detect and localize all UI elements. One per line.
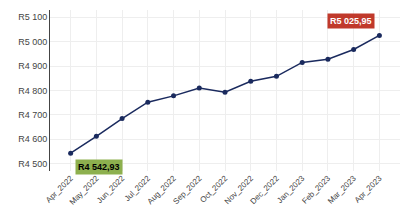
svg-text:Apr_2023: Apr_2023 xyxy=(353,173,384,204)
svg-text:R5 100: R5 100 xyxy=(18,12,47,22)
svg-text:Oct_2022: Oct_2022 xyxy=(198,173,229,204)
svg-text:Aug_2022: Aug_2022 xyxy=(146,173,179,206)
svg-text:R5 000: R5 000 xyxy=(18,37,47,47)
svg-text:R4 800: R4 800 xyxy=(18,86,47,96)
svg-text:Apr_2022: Apr_2022 xyxy=(44,173,75,204)
svg-text:Jun_2022: Jun_2022 xyxy=(95,173,127,205)
svg-text:May_2022: May_2022 xyxy=(68,173,101,206)
svg-text:Jan_2023: Jan_2023 xyxy=(275,173,307,205)
svg-text:R4 600: R4 600 xyxy=(18,134,47,144)
svg-text:R4 900: R4 900 xyxy=(18,61,47,71)
svg-text:Dec_2022: Dec_2022 xyxy=(249,173,282,206)
svg-text:R4 542,93: R4 542,93 xyxy=(78,162,120,172)
svg-text:R4 700: R4 700 xyxy=(18,110,47,120)
svg-text:Feb_2023: Feb_2023 xyxy=(300,173,332,205)
svg-text:R5 025,95: R5 025,95 xyxy=(330,16,372,26)
svg-text:Mar_2023: Mar_2023 xyxy=(326,173,358,205)
svg-text:Nov_2022: Nov_2022 xyxy=(223,173,256,206)
svg-text:Jul_2022: Jul_2022 xyxy=(123,173,153,203)
svg-text:Sep_2022: Sep_2022 xyxy=(171,173,204,206)
svg-text:R4 500: R4 500 xyxy=(18,159,47,169)
